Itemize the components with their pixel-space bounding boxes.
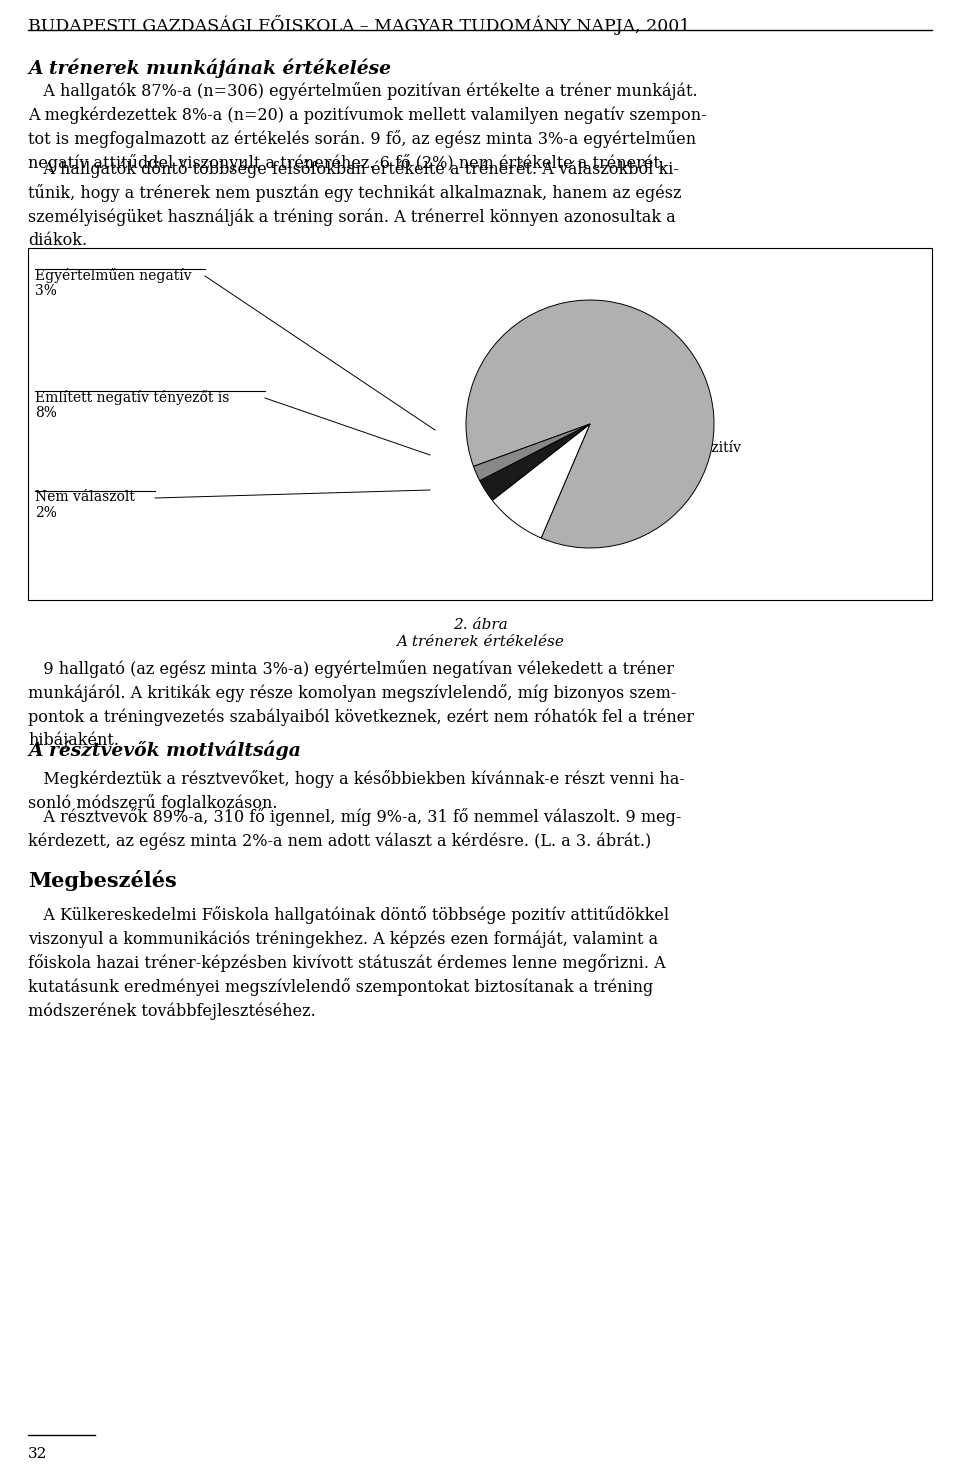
Text: BUDAPESTI GAZDASÁGI FŐISKOLA – MAGYAR TUDOMÁNY NAPJA, 2001: BUDAPESTI GAZDASÁGI FŐISKOLA – MAGYAR TU… [28,15,690,36]
Text: 8%: 8% [35,406,57,420]
Text: Nem válaszolt: Nem válaszolt [35,489,134,504]
Text: A Külkereskedelmi Főiskola hallgatóinak döntő többsége pozitív attitűdökkel
visz: A Külkereskedelmi Főiskola hallgatóinak … [28,906,669,1020]
Text: A hallgatók 87%-a (n=306) egyértelműen pozitívan értékelte a tréner munkáját.
A : A hallgatók 87%-a (n=306) egyértelműen p… [28,82,707,172]
Wedge shape [473,424,590,480]
Text: 2. ábra: 2. ábra [452,618,508,632]
Text: A hallgatók döntő többsége felsőfokban értékelte a trénerét. A válaszokból ki-
t: A hallgatók döntő többsége felsőfokban é… [28,160,682,249]
Wedge shape [480,424,590,500]
Text: A trénerek munkájának értékelése: A trénerek munkájának értékelése [28,58,391,77]
Text: 9 hallgató (az egész minta 3%-a) egyértelműen negatívan vélekedett a tréner
munk: 9 hallgató (az egész minta 3%-a) egyérte… [28,660,694,749]
Text: 3%: 3% [35,285,57,298]
Text: Egyértelműen negatív: Egyértelműen negatív [35,268,192,283]
Text: Említett negatív tényezőt is: Említett negatív tényezőt is [35,390,229,405]
Text: Egyértelműen pozitív: Egyértelműen pozitív [590,440,741,455]
Text: Megbeszélés: Megbeszélés [28,871,177,891]
Text: 87%: 87% [590,455,621,470]
Text: A résztvevők motiváltsága: A résztvevők motiváltsága [28,740,300,759]
Text: Megkérdeztük a résztvevőket, hogy a későbbiekben kívánnak-e részt venni ha-
sonl: Megkérdeztük a résztvevőket, hogy a késő… [28,770,684,813]
Text: A résztvevők 89%-a, 310 fő igennel, míg 9%-a, 31 fő nemmel válaszolt. 9 meg-
kér: A résztvevők 89%-a, 310 fő igennel, míg … [28,808,682,850]
Wedge shape [466,300,714,549]
Text: 2%: 2% [35,506,57,521]
Text: A trénerek értékelése: A trénerek értékelése [396,635,564,650]
Bar [28,248,932,601]
Wedge shape [492,424,590,538]
Text: 32: 32 [28,1447,47,1461]
